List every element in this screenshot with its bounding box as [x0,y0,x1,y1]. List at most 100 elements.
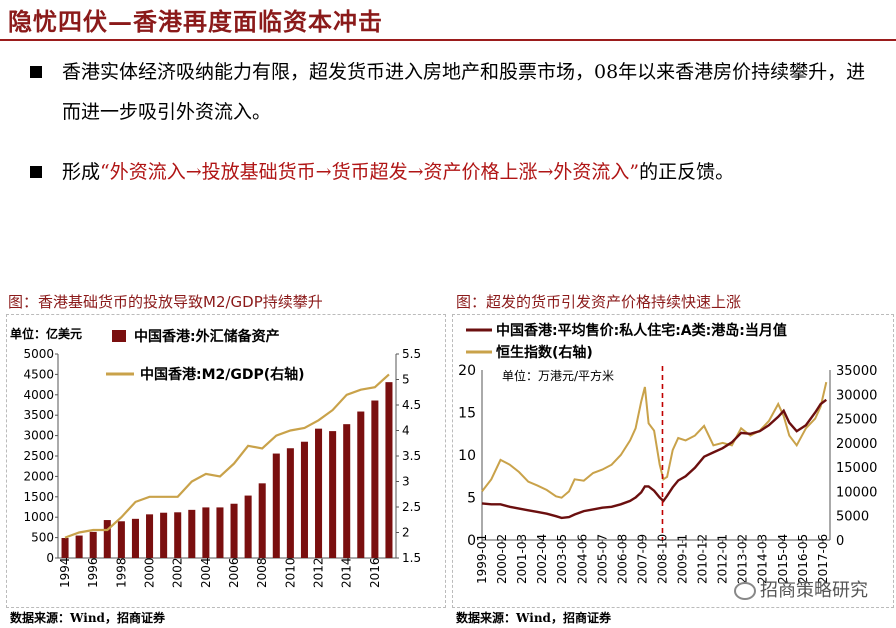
watermark-text: 招商策略研究 [760,580,868,601]
reserve-bar [329,431,337,558]
watermark: 招商策略研究 [734,576,868,602]
x-tick-label: 2008 [255,557,269,588]
reserve-bar [258,483,266,558]
reserve-bar [174,512,182,558]
right-y-tick-label: 2 [402,526,410,540]
bullet-2: 形成“外资流入→投放基础货币→货币超发→资产价格上涨→外资流入”的正反馈。 [30,152,880,242]
reserve-bar [131,518,139,558]
bullet-2-suffix: 的正反馈。 [639,161,735,183]
x-tick-label: 2000-02 [495,534,509,584]
right-y-tick-label: 5000 [836,510,869,525]
right-y-tick-label: 5 [402,373,410,387]
x-tick-label: 2007-09 [635,534,649,584]
left-y-tick-label: 0 [46,551,54,565]
x-tick-label: 1996 [86,557,100,588]
left-y-tick-label: 2000 [23,469,54,483]
left-chart-caption: 图：香港基础货币的投放导致M2/GDP持续攀升 [8,293,323,311]
page-title: 隐忧四伏—香港再度面临资本冲击 [8,7,383,36]
reserve-bar [61,538,69,558]
right-y-tick-label: 10000 [836,485,877,500]
reserve-bar [272,453,280,558]
left-source-note: 数据来源：Wind，招商证券 [10,611,165,625]
x-tick-label: 2002 [171,557,185,588]
x-tick-label: 2014-03 [756,534,770,584]
x-tick-label: 2016-05 [796,534,810,584]
left-y-tick-label: 500 [31,531,54,545]
left-y-tick-label: 0 [467,533,476,549]
bullet-2-prefix: 形成 [62,161,101,183]
legend-bar-label: 中国香港:外汇储备资产 [134,328,280,345]
bullet-square-icon [30,166,42,178]
right-y-tick-label: 30000 [836,388,877,403]
left-chart: 单位：亿美元 0 500 1000 1500 2000 2500 3000 3500 4000 4 5… [10,326,421,588]
reserve-bar [160,512,168,558]
reserve-bar [188,509,196,558]
reserve-bar [146,514,154,558]
left-unit-label: 单位：亿美元 [10,326,82,341]
title-divider [0,39,896,41]
right-y-tick-label: 3.5 [402,449,421,463]
m2-gdp-line [64,373,390,539]
housing-price-line [481,398,828,520]
right-y-tick-label: 4.5 [402,398,421,412]
left-y-tick-label: 1000 [23,510,54,524]
x-tick-label: 2010-12 [696,534,710,584]
reserve-bar [230,503,238,558]
right-y-tick-label: 5.5 [402,347,421,361]
x-tick-label: 2009-11 [676,534,690,584]
right-y-tick-label: 0 [836,534,844,549]
reserve-bar [75,535,83,558]
reserve-bar [286,448,294,558]
left-y-tick-label: 4000 [23,388,54,402]
x-tick-label: 2016 [368,557,382,588]
bullet-2-text: 形成“外资流入→投放基础货币→货币超发→资产价格上涨→外资流入”的正反馈。 [62,152,882,192]
left-y-tick-label: 3500 [23,408,54,422]
left-y-tick-label: 3000 [23,429,54,443]
x-tick-label: 2004-06 [575,534,589,584]
x-tick-label: 2006-08 [615,534,629,584]
legend-line-label: 中国香港:M2/GDP(右轴) [140,366,305,383]
right-y-tick-label: 25000 [836,413,877,428]
reserve-bar [371,400,379,558]
right-y-tick-label: 15000 [836,461,877,476]
x-tick-label: 1998 [114,557,128,588]
right-y-tick-label: 4 [402,424,410,438]
right-source-note: 数据来源：Wind，招商证券 [456,611,611,625]
reserve-bar [89,531,97,558]
left-y-tick-label: 20 [458,363,476,379]
legend-bar-swatch [112,330,126,342]
right-y-tick-label: 2.5 [402,500,421,514]
wechat-icon [734,582,756,600]
x-tick-label: 2005-07 [595,534,609,584]
right-y-tick-label: 20000 [836,437,877,452]
reserve-bar [315,428,323,558]
right-unit-label: 单位：万港元/平方米 [502,368,614,383]
x-tick-label: 2017-06 [816,534,830,584]
right-y-tick-label: 35000 [836,364,877,379]
right-chart-caption: 图：超发的货币引发资产价格持续快速上涨 [456,293,742,311]
x-tick-label: 2003-05 [555,534,569,584]
reserve-bar [202,507,210,558]
x-tick-label: 2006 [227,557,241,588]
reserve-bar [385,382,393,558]
x-tick-label: 1994 [58,557,72,588]
left-y-tick-label: 5 [467,491,476,507]
reserve-bar [103,520,111,558]
left-y-tick-label: 2500 [23,449,54,463]
x-tick-label: 2004 [199,557,213,588]
x-tick-label: 2001-03 [515,534,529,584]
reserve-bar [357,411,365,558]
left-y-tick-label: 1500 [23,490,54,504]
bullet-1-text: 香港实体经济吸纳能力有限，超发货币进入房地产和股票市场，08年以来香港房价持续攀… [62,61,866,123]
x-tick-label: 2002-04 [535,534,549,584]
x-tick-label: 1999-01 [475,534,489,584]
x-tick-label: 2000 [143,557,157,588]
x-tick-label: 2015-04 [776,534,790,584]
feedback-loop-highlight: “外资流入→投放基础货币→货币超发→资产价格上涨→外资流入” [100,161,640,183]
left-y-tick-label: 10 [458,448,476,464]
x-tick-label: 2012-01 [716,534,730,584]
left-y-tick-label: 15 [458,406,476,422]
right-y-tick-label: 3 [402,475,410,489]
right-chart-frame [452,314,894,608]
x-tick-label: 2010 [283,557,297,588]
